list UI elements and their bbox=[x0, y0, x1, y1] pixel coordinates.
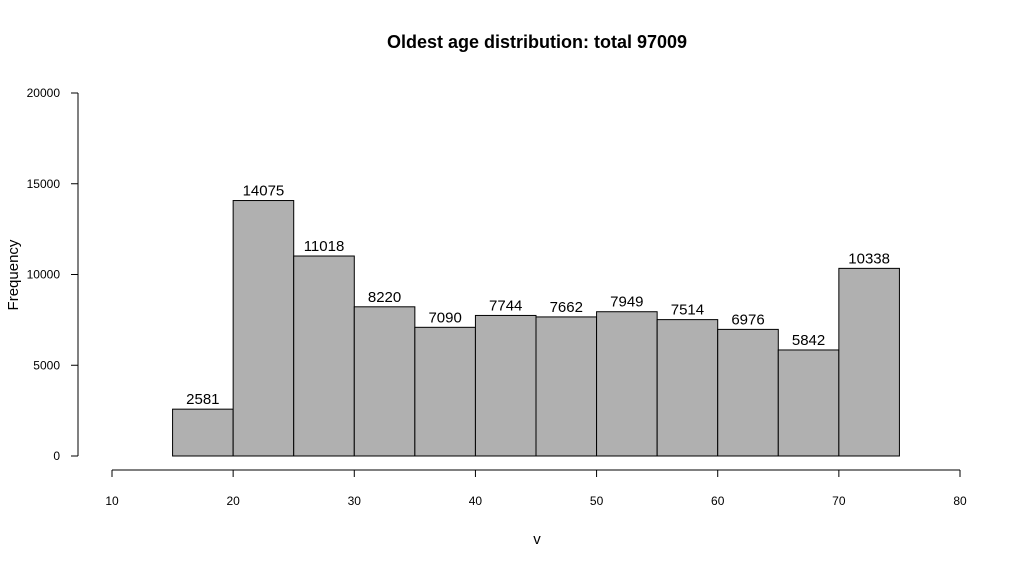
histogram-bar bbox=[172, 408, 234, 457]
histogram-bar bbox=[838, 267, 900, 457]
y-axis-label: Frequency bbox=[5, 239, 22, 310]
histogram-bar bbox=[414, 326, 476, 457]
bar-value-label: 2581 bbox=[186, 391, 219, 408]
x-axis-label: v bbox=[533, 531, 541, 548]
x-tick-label: 50 bbox=[590, 494, 604, 508]
data-labels-group: 2581 14075 11018 8220 7090 7744 7662 7949 7514 69… bbox=[186, 183, 890, 409]
bar-value-label: 11018 bbox=[304, 238, 345, 255]
bar-value-label: 14075 bbox=[243, 183, 285, 200]
y-tick-label: 20000 bbox=[27, 86, 61, 100]
y-tick-label: 0 bbox=[53, 449, 60, 463]
x-tick-label: 80 bbox=[953, 494, 967, 508]
x-tick-label: 10 bbox=[105, 494, 119, 508]
bar-value-label: 10338 bbox=[848, 250, 890, 267]
y-tick-label: 5000 bbox=[33, 358, 60, 372]
bars-group bbox=[172, 200, 900, 457]
bar-value-label: 7744 bbox=[489, 297, 522, 314]
histogram-bar bbox=[353, 306, 416, 457]
histogram-bar bbox=[232, 200, 295, 457]
chart-title: Oldest age distribution: total 97009 bbox=[387, 32, 687, 52]
y-axis: 0 5000 10000 15000 20000 bbox=[27, 86, 79, 463]
x-tick-label: 60 bbox=[711, 494, 725, 508]
histogram-bar bbox=[717, 328, 779, 457]
histogram-bar bbox=[596, 311, 658, 457]
histogram-bar bbox=[474, 314, 537, 457]
bar-value-label: 7514 bbox=[671, 302, 704, 319]
bar-value-label: 5842 bbox=[792, 332, 825, 349]
x-tick-label: 40 bbox=[469, 494, 483, 508]
histogram-bar bbox=[293, 255, 355, 457]
bar-value-label: 6976 bbox=[731, 311, 764, 328]
bar-value-label: 8220 bbox=[368, 289, 401, 306]
histogram-bar bbox=[777, 349, 840, 457]
y-tick-label: 10000 bbox=[27, 268, 61, 282]
x-tick-label: 70 bbox=[832, 494, 846, 508]
histogram-bar bbox=[535, 316, 598, 457]
histogram-bar bbox=[656, 319, 719, 457]
y-tick-label: 15000 bbox=[27, 177, 61, 191]
x-tick-label: 20 bbox=[226, 494, 240, 508]
bar-value-label: 7090 bbox=[428, 309, 461, 326]
bar-value-label: 7949 bbox=[610, 294, 643, 311]
x-axis: 10 20 30 40 50 60 70 80 bbox=[105, 469, 967, 508]
x-tick-label: 30 bbox=[348, 494, 362, 508]
bar-value-label: 7662 bbox=[550, 299, 583, 316]
